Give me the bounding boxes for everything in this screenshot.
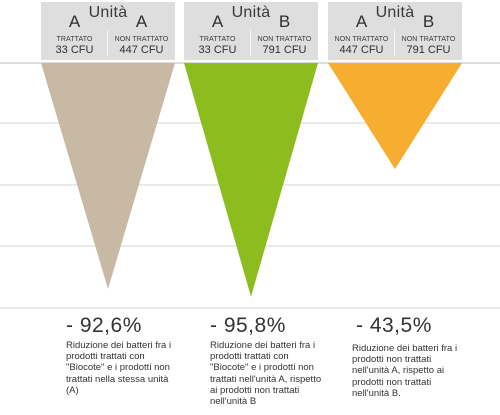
result-2-percentage: - 95,8% [210,314,286,337]
description-1-line: prodotti trattati con [66,351,145,363]
panel-1-right-unit: A NON TRATTATO 447 CFU [108,2,175,60]
description-3-line: nell'unità A, rispetto ai [352,365,445,377]
panel-2-left-count: 33 CFU [198,44,237,56]
panel-3-left-count: 447 CFU [339,44,384,56]
panel-2-left-letter: A [211,12,224,31]
panel-2-divider [250,30,251,56]
panel-3-right-status: NON TRATTATO [401,36,456,43]
panel-2-left-unit: A TRATTATO 33 CFU [184,2,251,60]
panel-1-header: Unità A TRATTATO 33 CFU A NON TRATTATO 4… [41,2,175,60]
panel-3-header: Unità A NON TRATTATO 447 CFU B NON TRATT… [328,2,462,60]
description-1: Riduzione dei batteri fra i prodotti tra… [66,340,171,396]
description-3-line: Riduzione dei batteri fra i [352,343,458,354]
description-1-line: Riduzione dei batteri fra i [66,340,172,351]
panel-3-right-letter: B [422,12,435,31]
description-2-line: "Biocote" e i prodotti non [210,362,314,374]
description-3: Riduzione dei batteri fra i prodotti non… [352,343,457,399]
description-2-line: ai prodotti non trattati [210,384,300,396]
panel-1-left-unit: A TRATTATO 33 CFU [41,2,108,60]
description-3-line: prodotti non trattati [352,376,432,388]
description-1-line: "Biocote" e i prodotti non [66,362,170,374]
reduction-triangle-1 [41,63,175,289]
result-3-percentage: - 43,5% [356,314,432,337]
description-2-line: trattati nell'unità A, rispetto [210,373,322,385]
panel-1-left-status: TRATTATO [56,36,93,43]
description-2-line: nell'unità B [210,396,257,408]
panel-1-title: Unità [88,4,128,21]
description-2-line: Riduzione dei batteri fra i [210,340,316,351]
panel-3-divider [394,30,395,56]
triangle-marks [41,63,462,297]
description-2-line: prodotti trattati con [210,351,289,363]
panel-2-left-status: TRATTATO [199,36,236,43]
panel-3-right-count: 791 CFU [406,44,451,56]
description-1-line: (A) [66,384,79,396]
reduction-triangle-2 [184,63,318,297]
panel-3-title: Unità [375,4,415,21]
panel-1-left-count: 33 CFU [55,44,94,56]
panel-1-right-letter: A [135,12,148,31]
panel-3-right-unit: B NON TRATTATO 791 CFU [395,2,462,60]
panel-2-title: Unità [231,4,271,21]
description-1-line: trattati nella stessa unità [66,373,169,385]
panel-1-divider [107,30,108,56]
reduction-triangle-3 [328,63,462,170]
description-3-line: nell'unità B. [352,387,401,399]
panel-3-left-status: NON TRATTATO [334,36,389,43]
panel-2-right-status: NON TRATTATO [257,36,312,43]
panel-2-right-count: 791 CFU [262,44,307,56]
panel-3-left-unit: A NON TRATTATO 447 CFU [328,2,395,60]
description-3-line: prodotti non trattati [352,354,432,366]
panel-2-right-letter: B [278,12,291,31]
description-2: Riduzione dei batteri fra i prodotti tra… [210,340,321,407]
panel-2-header: Unità A TRATTATO 33 CFU B NON TRATTATO 7… [184,2,318,60]
panel-3-left-letter: A [355,12,368,31]
panel-1-left-letter: A [68,12,81,31]
panel-2-right-unit: B NON TRATTATO 791 CFU [251,2,318,60]
panel-1-right-status: NON TRATTATO [114,36,169,43]
panel-1-right-count: 447 CFU [119,44,164,56]
result-1-percentage: - 92,6% [66,314,142,337]
